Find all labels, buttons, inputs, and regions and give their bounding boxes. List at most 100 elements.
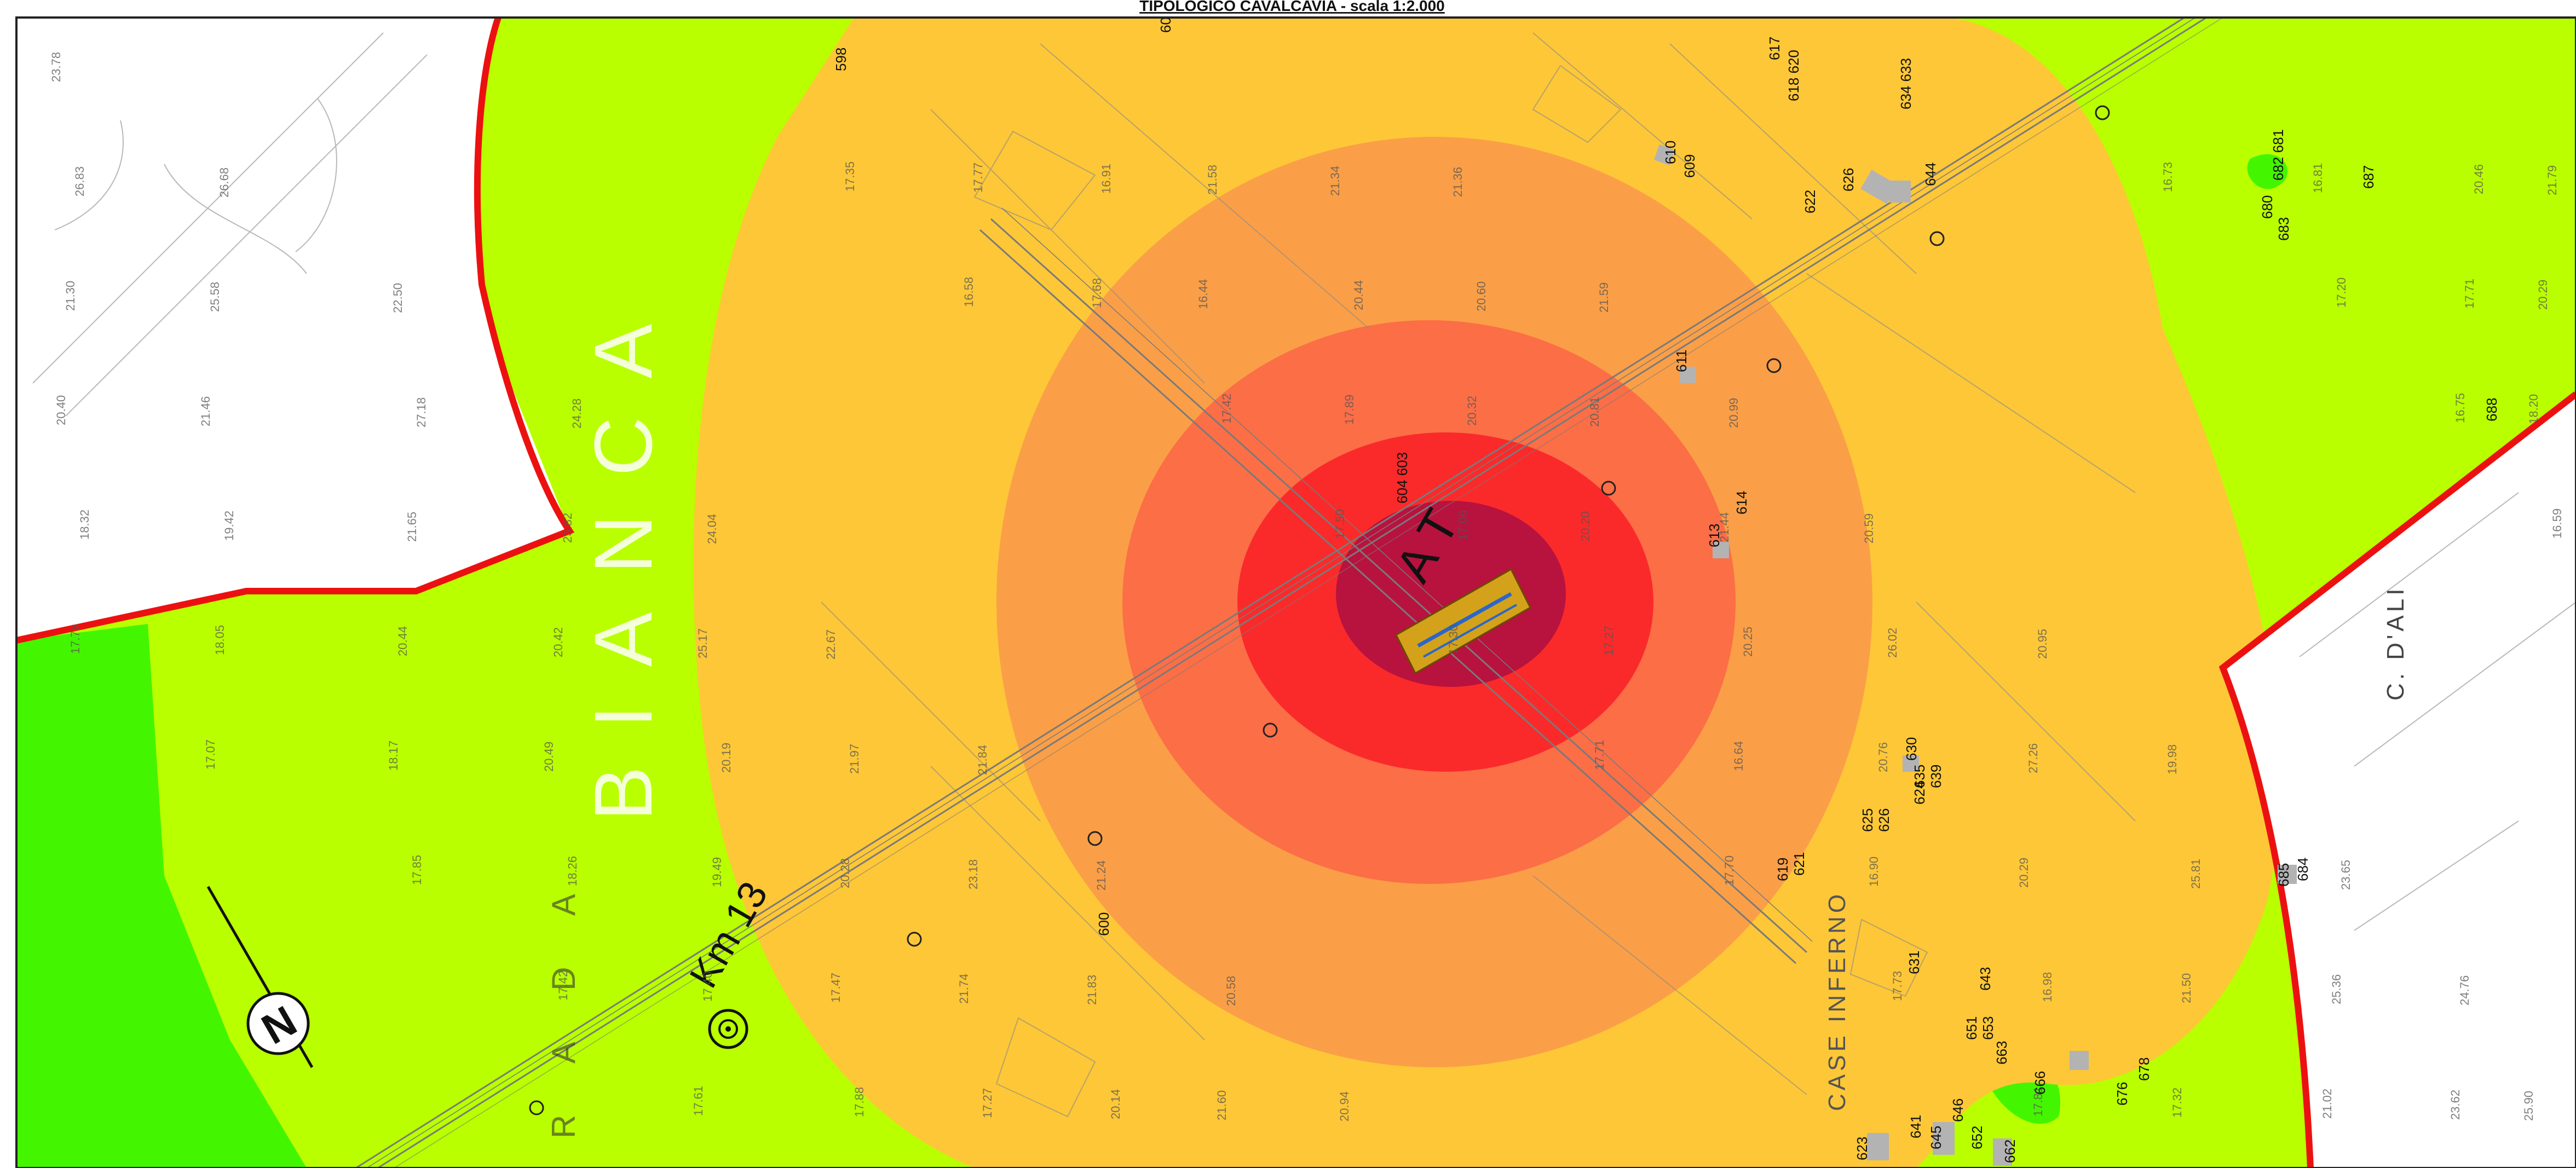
spot-height: 25.58 [208, 282, 222, 312]
spot-height: 16.81 [2311, 163, 2325, 193]
spot-height: 20.20 [1578, 511, 1592, 541]
spot-height: 20.14 [1109, 1089, 1122, 1119]
spot-height: 24.28 [570, 398, 584, 429]
spot-height: 17.40 [701, 972, 714, 1002]
spot-height: 16.44 [1196, 279, 1210, 309]
map-frame [15, 16, 2576, 1168]
receptor-label: 630 [1903, 737, 1920, 761]
spot-height: 18.17 [387, 741, 400, 771]
area-excluded-right [2223, 394, 2576, 1168]
spot-height: 17.47 [829, 973, 843, 1003]
receptor-label: 598 [833, 48, 849, 71]
spot-height: 17.07 [204, 739, 217, 770]
spot-height: 17.76 [68, 624, 82, 654]
spot-height: 21.60 [1215, 1090, 1229, 1120]
spot-height: 23.82 [561, 513, 574, 543]
spot-height: 21.74 [957, 974, 971, 1004]
spot-height: 17.61 [691, 1086, 705, 1116]
spot-height: 20.28 [838, 858, 852, 888]
spot-height: 26.68 [217, 167, 231, 198]
spot-height: 26.83 [73, 166, 87, 196]
receptor-label: 618 620 [1785, 50, 1802, 101]
receptor-label: 619 [1774, 858, 1791, 881]
crossing-road [979, 207, 1813, 964]
receptor-label: 644 [1922, 163, 1939, 186]
spot-height: 17.50 [1333, 509, 1347, 539]
spot-height: 17.71 [1593, 740, 1606, 770]
receptor-label: 646 [1950, 1098, 1966, 1122]
spot-height: 21.34 [1328, 166, 1342, 196]
receptor-label: 609 [1681, 154, 1698, 178]
spot-height: 17.27 [1602, 626, 1616, 656]
spot-height: 18.26 [566, 856, 579, 886]
spot-height: 20.81 [1588, 397, 1601, 427]
spot-height: 21.50 [2180, 973, 2193, 1003]
spot-height: 20.99 [1727, 398, 1741, 428]
spot-height: 16.59 [2550, 508, 2564, 539]
main-road [355, 16, 2223, 1168]
spot-height: 17.42 [1220, 394, 1234, 424]
receptor-label: 643 [1977, 967, 1993, 991]
receptor-label: 645 [1928, 1126, 1944, 1149]
receptor-label: 624 [1911, 781, 1928, 805]
receptor-label: 676 [2114, 1082, 2130, 1106]
receptor-label: 634 633 [1898, 58, 1914, 109]
spot-height: 23.62 [2448, 1090, 2462, 1120]
spot-height: 16.58 [962, 277, 976, 307]
spot-height: 24.04 [705, 514, 719, 544]
spot-height: 20.49 [542, 742, 556, 772]
spot-height: 20.60 [1474, 281, 1488, 311]
spot-height: 20.29 [2536, 280, 2550, 310]
study-boundary [15, 16, 2576, 1168]
spot-height: 25.90 [2522, 1091, 2535, 1121]
spot-height: 21.36 [1451, 167, 1465, 197]
receptor-label: 623 [1854, 1137, 1870, 1160]
receptor-label: 613 [1706, 524, 1722, 547]
receptor-label: 678 [2136, 1057, 2152, 1081]
spot-height: 25.81 [2189, 859, 2203, 889]
receptor-label: 663 [1993, 1041, 2010, 1065]
spot-height: 17.70 [1722, 855, 1736, 886]
spot-height: 21.44 [1718, 512, 1731, 542]
receptor-label: 622 [1802, 190, 1818, 213]
spot-height: 17.77 [971, 163, 985, 193]
spot-height: 20.19 [719, 743, 733, 773]
zone-dark-red [1336, 501, 1566, 687]
spot-height: 20.29 [2017, 858, 2031, 888]
receptor-label: 631 [1906, 951, 1922, 974]
spot-height: 21.79 [2545, 165, 2559, 195]
km-marker-icon [708, 1009, 748, 1049]
spot-height: 20.94 [1338, 1091, 1351, 1121]
map-title: TIPOLOGICO CAVALCAVIA - scala 1:2.000 [1139, 0, 1445, 14]
spot-height: 16.91 [1099, 164, 1113, 194]
spot-height: 20.32 [1465, 396, 1479, 426]
spot-height: 17.27 [981, 1088, 994, 1118]
spot-height: 27.18 [414, 397, 428, 427]
spot-height: 23.18 [966, 859, 980, 889]
spot-height: 21.83 [1085, 975, 1099, 1005]
spot-height: 18.32 [78, 510, 91, 540]
spot-height: 22.67 [824, 629, 838, 660]
spot-height: 20.44 [1352, 280, 1365, 310]
spot-height: 17.68 [1090, 278, 1104, 308]
spot-height: 20.40 [54, 395, 68, 425]
road-markers [529, 105, 2110, 1115]
spot-height: 18.05 [213, 625, 227, 655]
area-excluded-left [16, 18, 569, 640]
spot-height: 17.06 [1456, 510, 1469, 540]
spot-height: 19.98 [2165, 744, 2179, 774]
receptor-label: 684 [2295, 858, 2311, 881]
spot-height: 16.64 [1732, 741, 1745, 771]
receptor-label: 682 681 [2270, 129, 2286, 181]
spot-height: 16.73 [2161, 162, 2175, 192]
spot-height: 17.32 [2170, 1088, 2184, 1118]
receptor-label: 621 [1791, 852, 1807, 876]
spot-height: 19.49 [710, 857, 724, 887]
road-prefix-label: R A D A [545, 872, 582, 1138]
receptor-label: 683 [2275, 217, 2292, 241]
spot-height: 20.42 [551, 627, 565, 657]
spot-height: 17.30 [1447, 625, 1460, 655]
north-arrow-icon: N [206, 886, 314, 1068]
spot-height: 23.65 [2339, 860, 2353, 890]
spot-height: 20.58 [1224, 976, 1238, 1006]
